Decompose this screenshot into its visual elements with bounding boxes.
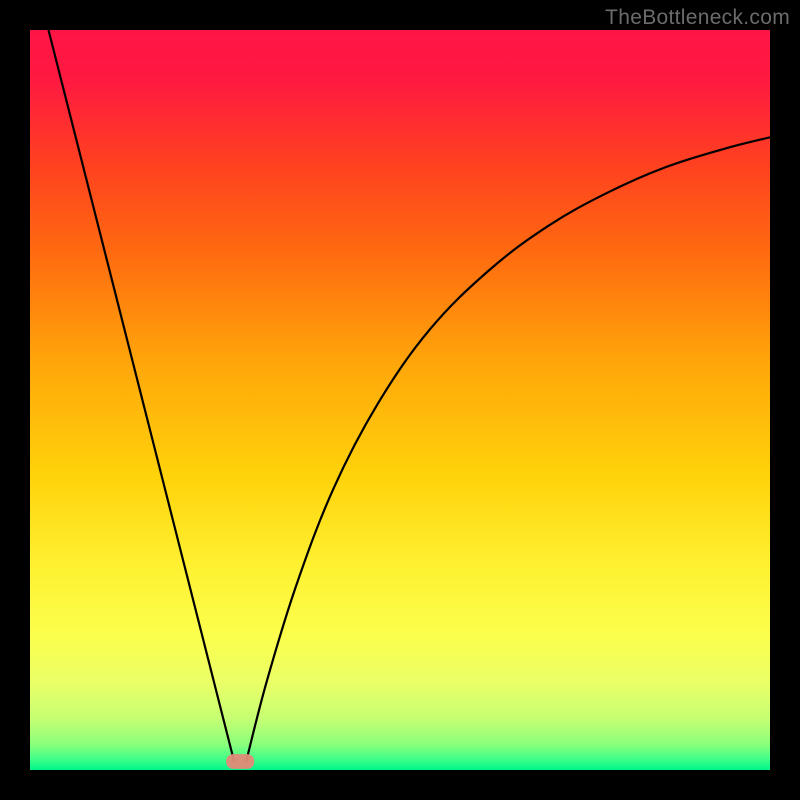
gradient-background xyxy=(30,30,770,770)
chart-svg xyxy=(30,30,770,770)
watermark-text: TheBottleneck.com xyxy=(605,6,790,30)
minimum-marker xyxy=(226,754,254,769)
chart-frame: TheBottleneck.com xyxy=(0,0,800,800)
plot-area xyxy=(30,30,770,770)
